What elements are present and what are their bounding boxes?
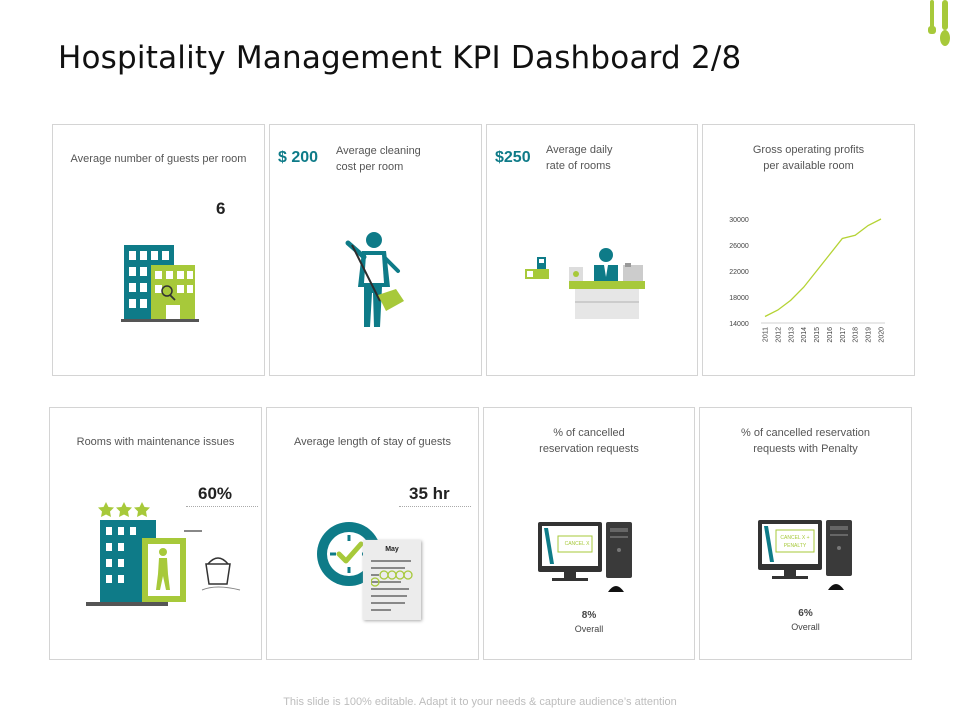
card-label-line2: requests with Penalty	[753, 443, 858, 455]
fork-spoon-logo-icon	[928, 0, 950, 46]
card-label: Average number of guests per room	[70, 153, 247, 165]
y-tick-label: 30000	[729, 217, 749, 224]
computer-penalty-icon	[758, 520, 852, 590]
x-tick-label: 2019	[866, 327, 873, 343]
cleaner-person-icon	[345, 232, 404, 327]
reception-desk-icon	[525, 248, 645, 319]
value-underline	[186, 506, 258, 507]
series-line	[764, 218, 882, 318]
kpi-value: 6%	[798, 608, 813, 619]
screen-penalty-text-2: PENALTY	[783, 543, 807, 549]
card-length-of-stay: Average length of stay of guests 35 hr M…	[266, 407, 479, 660]
footer-note: This slide is 100% editable. Adapt it to…	[283, 696, 677, 708]
card-cleaning-cost: $ 200 Average cleaning cost per room	[269, 124, 482, 376]
hotel-building-icon	[121, 245, 199, 322]
kpi-value: 8%	[581, 610, 597, 621]
card-label-line2: rate of rooms	[546, 160, 611, 172]
kpi-sub: Overall	[574, 624, 604, 634]
kpi-value: 6	[216, 199, 226, 218]
card-label-line1: Average daily	[546, 144, 613, 156]
card-cancelled-with-penalty: % of cancelled reservation requests with…	[699, 407, 912, 660]
y-tick-label: 26000	[729, 243, 749, 250]
y-tick-label: 18000	[729, 295, 749, 302]
calendar-month: May	[385, 546, 399, 553]
x-tick-label: 2013	[788, 327, 795, 343]
card-gop-chart: Gross operating profits per available ro…	[702, 124, 915, 376]
chart-title-line1: Gross operating profits	[752, 144, 865, 156]
page-title: Hospitality Management KPI Dashboard 2/8	[58, 40, 742, 76]
card-label-line1: % of cancelled	[553, 427, 625, 439]
calendar-dates-icon	[371, 560, 413, 611]
card-label-line2: reservation requests	[539, 443, 639, 455]
chart-title-line2: per available room	[763, 160, 854, 172]
value-underline	[399, 506, 471, 507]
calendar-card: May	[363, 540, 421, 620]
x-tick-label: 2011	[763, 327, 770, 342]
x-tick-label: 2014	[801, 327, 808, 343]
card-label-line1: Average cleaning	[336, 145, 421, 157]
x-tick-label: 2020	[879, 327, 886, 343]
card-label: Rooms with maintenance issues	[76, 436, 235, 448]
x-tick-label: 2012	[775, 327, 782, 343]
card-guests-per-room: Average number of guests per room 6	[52, 124, 265, 376]
screen-cancel-text: CANCEL X	[564, 541, 590, 547]
card-daily-rate: $250 Average daily rate of rooms	[486, 124, 698, 376]
hotel-maintenance-icon	[86, 502, 241, 606]
card-cancelled-requests: % of cancelled reservation requests CANC…	[483, 407, 695, 660]
computer-cancel-icon	[538, 522, 632, 592]
gop-line-chart: 14000 18000 22000 26000 30000 2011 2012 2013 201…	[729, 217, 886, 343]
card-label: Average length of stay of guests	[294, 436, 451, 448]
x-tick-label: 2017	[840, 327, 847, 343]
kpi-sub: Overall	[791, 622, 820, 632]
kpi-value: 35 hr	[409, 484, 450, 503]
kpi-value: $250	[495, 149, 531, 166]
screen-penalty-text-1: CANCEL X +	[780, 535, 810, 541]
card-label-line1: % of cancelled reservation	[740, 427, 870, 439]
y-tick-label: 22000	[729, 269, 749, 276]
x-tick-label: 2018	[853, 327, 860, 343]
kpi-value: 60%	[198, 484, 233, 503]
kpi-value: $ 200	[278, 149, 319, 166]
card-maintenance-issues: Rooms with maintenance issues 60%	[49, 407, 262, 660]
y-tick-label: 14000	[729, 321, 749, 328]
x-tick-label: 2016	[827, 327, 834, 343]
x-tick-label: 2015	[814, 327, 821, 343]
card-label-line2: cost per room	[336, 161, 404, 173]
